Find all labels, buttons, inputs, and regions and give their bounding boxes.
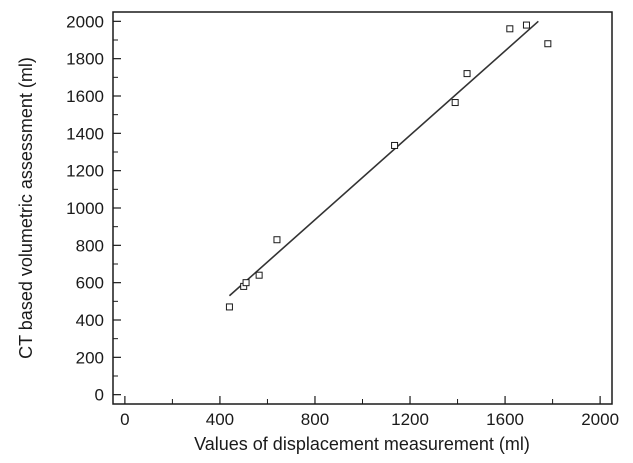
- plot-frame: [112, 11, 613, 405]
- data-point: [255, 271, 263, 279]
- data-point: [273, 236, 281, 244]
- x-tick-label: 800: [301, 410, 329, 429]
- y-tick-label: 1600: [66, 87, 104, 106]
- data-point: [522, 21, 530, 29]
- x-tick-label: 400: [206, 410, 234, 429]
- data-point: [451, 99, 459, 107]
- y-tick-label: 200: [76, 348, 104, 367]
- x-axis-title: Values of displacement measurement (ml): [194, 434, 530, 454]
- y-tick-label: 1000: [66, 199, 104, 218]
- x-axis-ticks: 0 400 800 1200 1600 2000: [120, 396, 619, 429]
- x-tick-label: 2000: [581, 410, 619, 429]
- x-tick-label: 1600: [486, 410, 524, 429]
- y-axis-ticks: 0 200 400 600 800 1000 1200 1400 1600 1800 2000: [66, 12, 121, 405]
- y-tick-label: 0: [95, 386, 104, 405]
- y-tick-label: 600: [76, 274, 104, 293]
- data-point: [544, 40, 552, 48]
- x-tick-label: 0: [120, 410, 129, 429]
- regression-line-group: [228, 20, 539, 297]
- y-tick-label: 2000: [66, 12, 104, 31]
- data-point: [225, 303, 233, 311]
- data-point: [391, 141, 399, 149]
- x-tick-label: 1200: [391, 410, 429, 429]
- y-tick-label: 1400: [66, 124, 104, 143]
- y-tick-label: 800: [76, 236, 104, 255]
- regression-line: [228, 20, 539, 297]
- y-tick-label: 1800: [66, 50, 104, 69]
- data-point: [242, 279, 250, 287]
- y-tick-label: 400: [76, 311, 104, 330]
- y-axis-title: CT based volumetric assessment (ml): [16, 57, 36, 359]
- data-point: [506, 25, 514, 33]
- data-points: [225, 21, 552, 311]
- y-tick-label: 1200: [66, 162, 104, 181]
- data-point: [463, 70, 471, 78]
